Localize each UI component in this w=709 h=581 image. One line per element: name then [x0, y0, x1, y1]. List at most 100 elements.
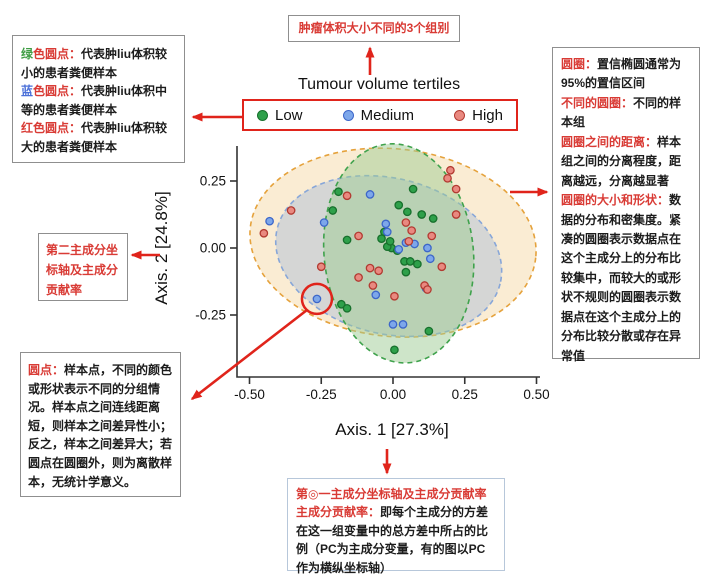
chart-title: Tumour volume tertiles — [297, 76, 461, 93]
text-segment: 蓝 — [21, 84, 34, 99]
data-point-medium — [319, 218, 329, 227]
data-point-low — [387, 243, 396, 253]
legend-dot-icon — [342, 109, 354, 121]
text-segment: 色圆点： — [33, 121, 82, 136]
text-line: 主成分贡献率：即每个主成分的方差在这一组变量中的总方差中所占的比例（PC为主成分… — [296, 503, 496, 577]
text-line: 不同的圆圈：不同的样本组 — [561, 94, 691, 133]
text-line: 圆圈：置信椭圆通常为95%的置信区间 — [561, 55, 691, 94]
data-point-medium — [410, 239, 419, 249]
annotation-axis2-box: 第二主成分坐标轴及主成分贡献率 — [38, 233, 128, 301]
data-point-medium — [398, 320, 408, 329]
legend-label: High — [472, 106, 503, 124]
x-tick-label: 0.25 — [452, 387, 478, 402]
text-segment: 不同的样本组 — [561, 95, 682, 130]
annotation-sample-points-box: 圆点：样本点，不同的颜色或形状表示不同的分组情况。样本点之间连线距离短，则样本之… — [20, 352, 181, 497]
data-point-medium — [265, 216, 274, 226]
data-point-low — [405, 257, 415, 266]
x-axis-label: Axis. 1 [27.3%] — [335, 420, 448, 439]
annotation-tumour-groups-text: 肿瘤体积大小不同的3个组别 — [298, 21, 450, 36]
legend-item-low: Low — [257, 107, 303, 124]
legend-label: Low — [275, 106, 303, 124]
annotation-dot-colors-box: 绿色圆点：代表肿liu体积较小的患者粪便样本 蓝色圆点：代表肿liu体积中等的患者… — [12, 35, 185, 163]
data-point-low — [424, 326, 434, 336]
x-tick-label: 0.50 — [523, 387, 549, 402]
data-point-low — [402, 207, 412, 217]
annotation-axis2-text: 第二主成分坐标轴及主成分贡献率 — [46, 243, 119, 297]
data-point-high — [423, 285, 432, 294]
data-point-high — [427, 231, 437, 241]
legend-label: Medium — [360, 106, 415, 124]
data-point-low — [392, 246, 402, 256]
data-point-low — [394, 200, 404, 210]
data-point-high — [446, 165, 455, 175]
text-line: 第◎一主成分坐标轴及主成分贡献率 — [296, 485, 496, 503]
data-point-high — [404, 236, 414, 246]
outlier-highlight-circle — [300, 282, 334, 316]
data-point-high — [286, 206, 296, 215]
chart-legend: Low Medium High — [242, 99, 518, 131]
text-line: 蓝色圆点：代表肿liu体积中等的患者粪便样本 — [21, 82, 176, 119]
legend-item-high: High — [454, 107, 503, 124]
data-point-low — [400, 257, 409, 266]
annotation-axis1-box: 第◎一主成分坐标轴及主成分贡献率 主成分贡献率：即每个主成分的方差在这一组变量中的… — [287, 478, 505, 575]
data-point-medium — [382, 227, 392, 237]
annotation-tumour-groups-box: 肿瘤体积大小不同的3个组别 — [288, 15, 460, 42]
data-point-high — [368, 281, 378, 290]
text-segment: 样本点，不同的颜色或形状表示不同的分组情况。样本点之间连线距离短，则样本之间差异… — [28, 363, 173, 489]
text-segment: 圆圈的大小和形状： — [561, 193, 670, 208]
data-point-medium — [388, 320, 398, 329]
data-point-low — [417, 210, 427, 219]
text-segment: 置信椭圆通常为95%的置信区间 — [561, 57, 682, 91]
data-point-low — [380, 227, 389, 237]
axes-spines — [236, 146, 540, 378]
data-point-low — [413, 259, 422, 269]
data-point-medium — [312, 294, 322, 304]
data-point-high — [437, 262, 447, 272]
data-point-high — [365, 263, 375, 273]
text-segment: 代表肿liu体积较大的患者粪便样本 — [21, 121, 168, 154]
confidence-ellipse-high — [249, 147, 537, 338]
text-segment: 色圆点： — [33, 84, 82, 99]
text-segment: 数据的分布和密集度。紧凑的圆圈表示数据点在这个主成分上的分布比较集中，而较大的或… — [561, 193, 682, 363]
text-segment: 绿 — [21, 47, 34, 61]
data-point-high — [451, 210, 461, 219]
data-point-high — [407, 226, 417, 235]
text-segment: 不同的圆圈： — [561, 95, 634, 110]
data-point-low — [385, 236, 395, 246]
data-point-low — [382, 242, 392, 252]
data-point-medium — [421, 283, 431, 293]
data-point-high — [354, 273, 363, 282]
data-point-high — [259, 228, 269, 238]
data-point-medium — [423, 243, 432, 253]
text-segment: 代表肿liu体积较小的患者粪便样本 — [21, 47, 168, 80]
legend-item-medium: Medium — [342, 106, 415, 124]
y-tick-label: 0.00 — [200, 241, 226, 256]
data-point-medium — [365, 190, 375, 199]
data-point-high — [316, 262, 326, 272]
y-tick-label: 0.25 — [200, 174, 226, 189]
text-segment: 圆点： — [28, 363, 65, 377]
y-axis-label: Axis. 2 [24.8%] — [152, 191, 171, 304]
x-tick-label: -0.50 — [234, 387, 265, 402]
x-tick-label: 0.00 — [380, 387, 406, 402]
text-segment: 色圆点： — [33, 47, 82, 61]
text-segment: 圆圈之间的距离： — [561, 134, 658, 149]
data-point-high — [443, 173, 452, 183]
text-segment: 即每个主成分的方差在这一组变量中的总方差中所占的比例（PC为主成分变量，有的图以… — [296, 505, 489, 575]
data-point-medium — [425, 254, 435, 264]
confidence-ellipse-medium — [274, 174, 503, 338]
data-point-medium — [381, 219, 391, 229]
data-point-low — [342, 303, 352, 313]
legend-dot-icon — [257, 109, 268, 121]
data-point-medium — [394, 244, 404, 254]
legend-dot-icon — [454, 109, 466, 121]
data-point-low — [328, 206, 338, 215]
text-segment: 圆圈： — [561, 57, 598, 71]
data-point-low — [408, 184, 418, 194]
data-point-low — [401, 267, 411, 277]
data-point-high — [354, 231, 363, 241]
data-point-low — [336, 299, 346, 309]
confidence-ellipse-low — [322, 143, 475, 364]
text-line: 圆点：样本点，不同的颜色或形状表示不同的分组情况。样本点之间连线距离短，则样本之… — [28, 361, 173, 491]
